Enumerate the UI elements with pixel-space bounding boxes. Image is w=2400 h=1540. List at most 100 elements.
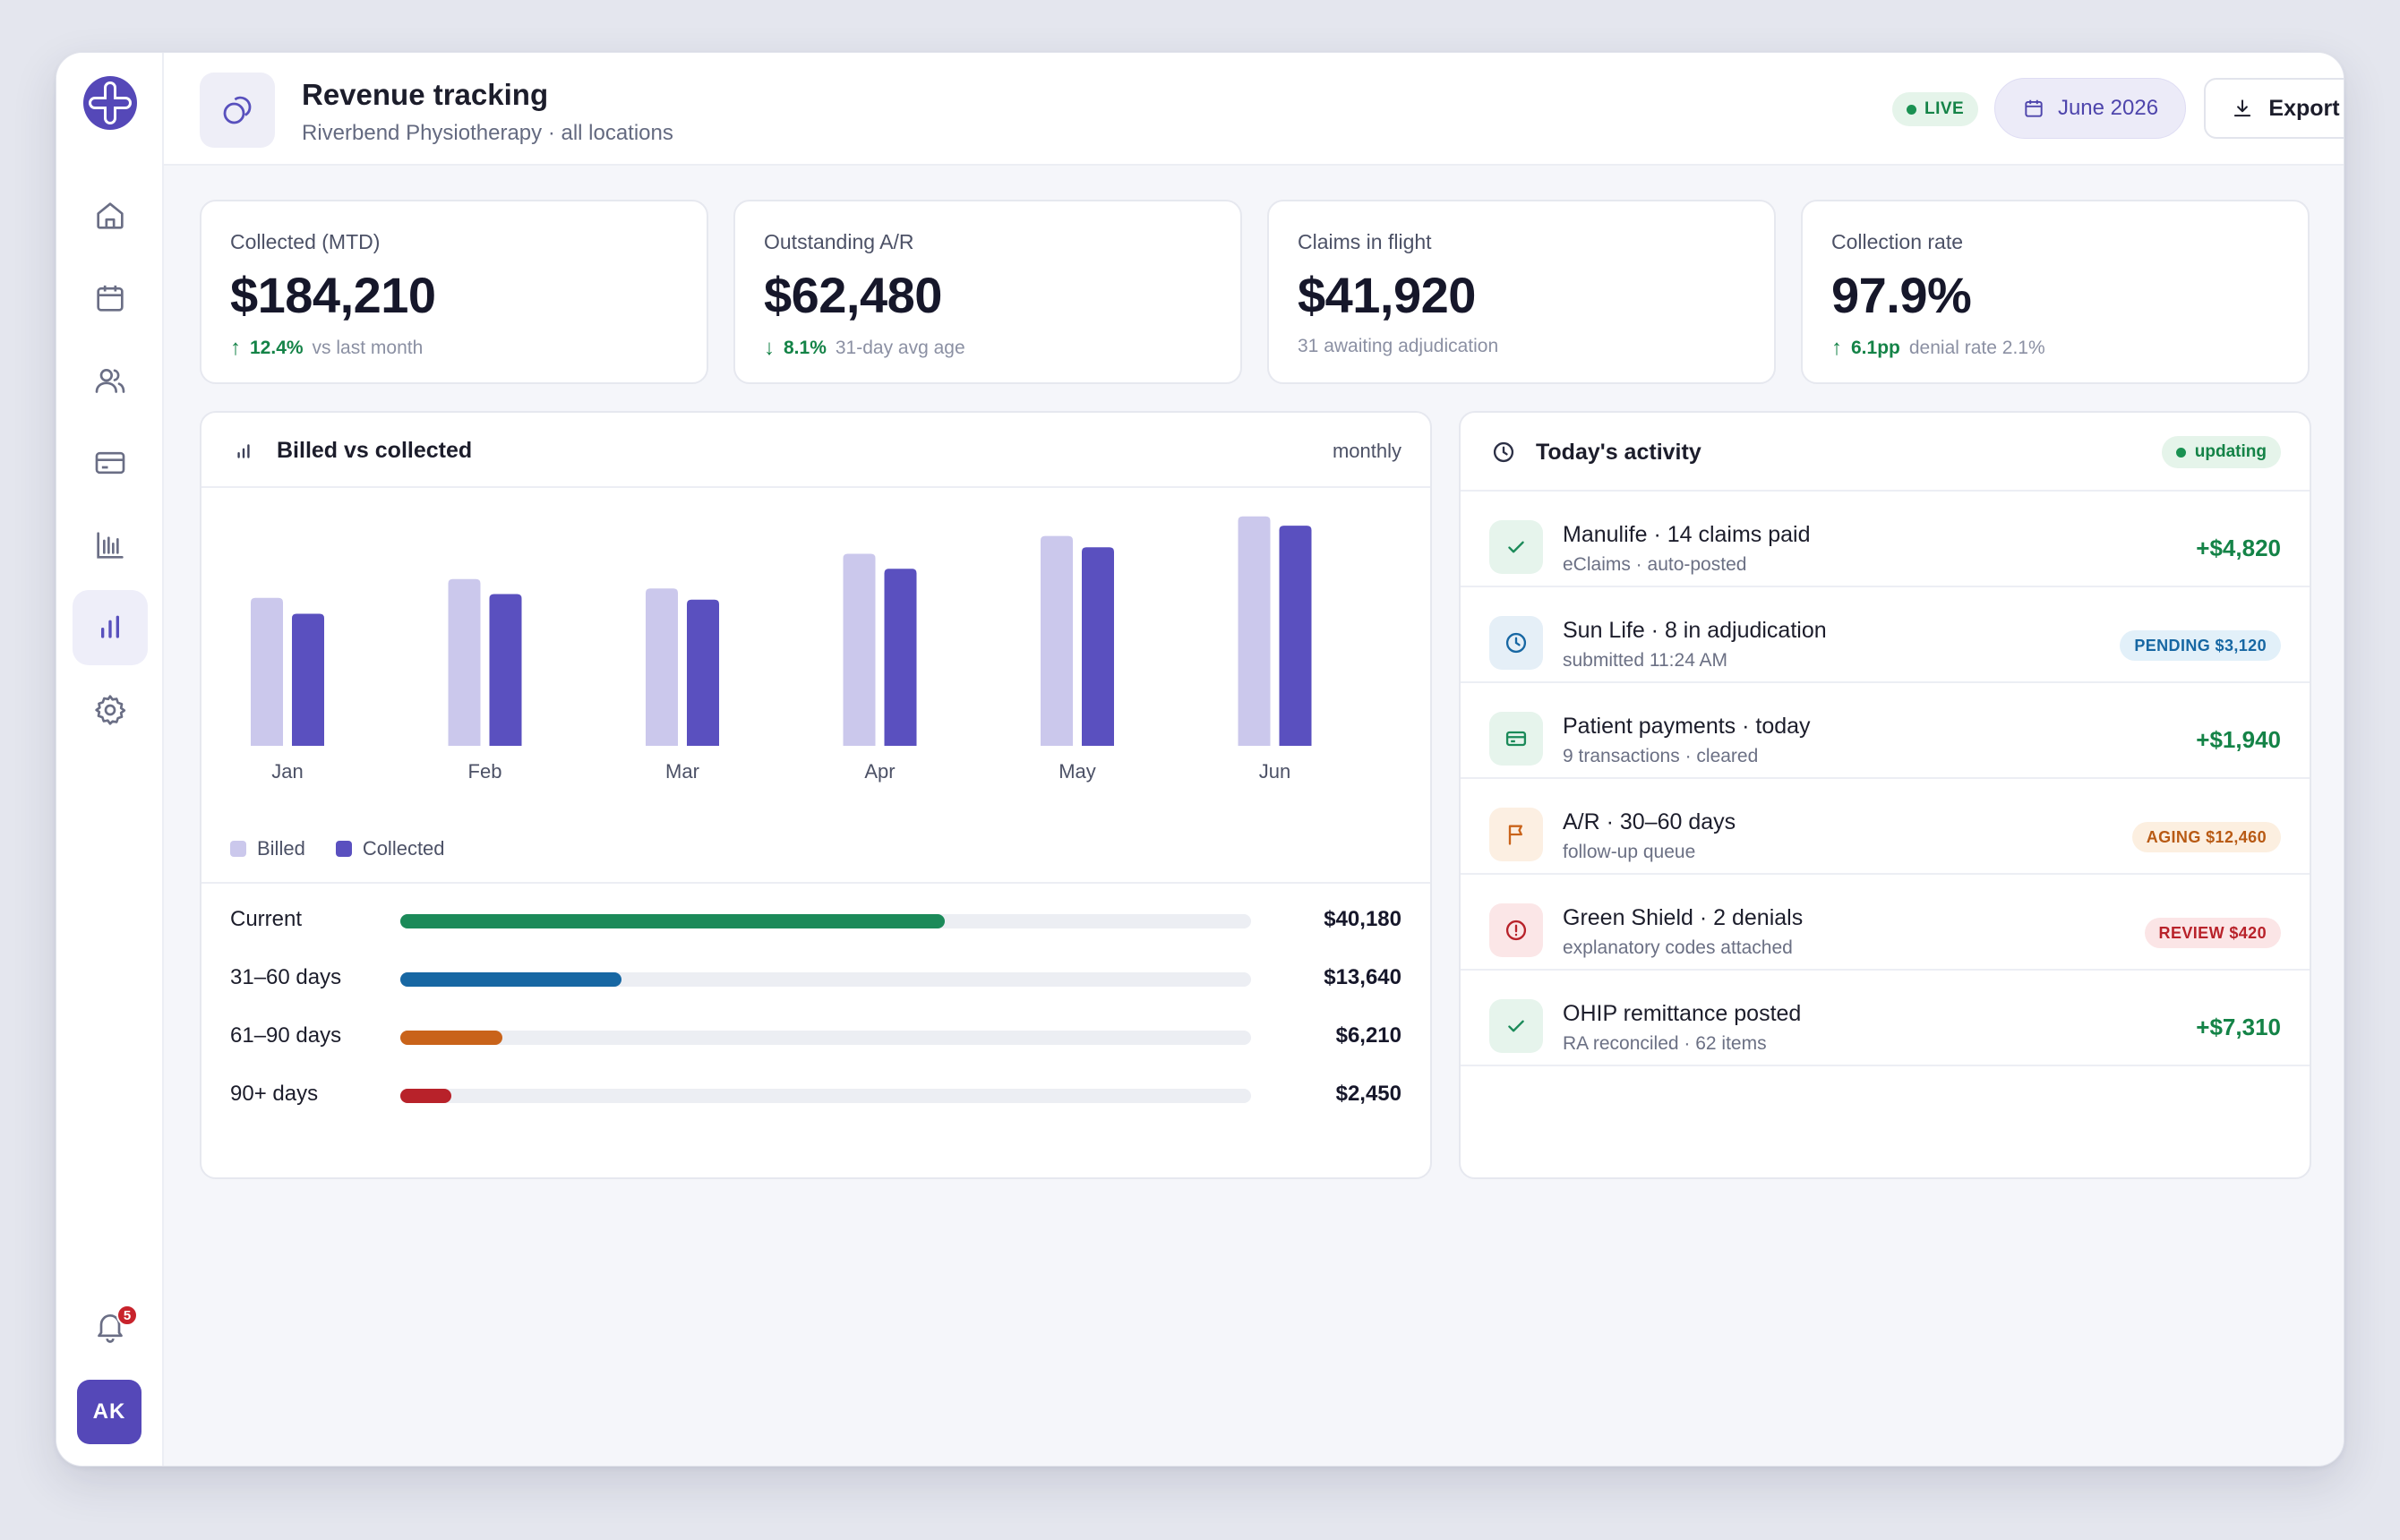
aging-amount: $6,210 <box>1335 1023 1401 1048</box>
check-icon <box>1489 999 1543 1053</box>
clock-icon <box>1493 441 1514 463</box>
date-picker-button[interactable]: June 2026 <box>1994 78 2186 139</box>
user-avatar[interactable]: AK <box>77 1380 141 1444</box>
aging-fill <box>400 1031 502 1045</box>
activity-title: OHIP remittance posted <box>1563 1001 1802 1026</box>
activity-subtitle: RA reconciled · 62 items <box>1563 1033 1767 1054</box>
sidebar-item-patients[interactable] <box>73 343 148 418</box>
aging-label: Current <box>230 907 303 931</box>
page-title: Revenue tracking <box>302 78 549 111</box>
reports-icon <box>97 532 124 559</box>
sidebar-item-reports[interactable] <box>73 508 148 583</box>
aging-track <box>400 972 1251 987</box>
activity-item[interactable]: A/R · 30–60 days follow-up queue AGING $… <box>1461 779 2310 875</box>
aging-track <box>400 1089 1251 1103</box>
kpi-value: $184,210 <box>230 267 436 323</box>
activity-subtitle: eClaims · auto-posted <box>1563 554 1747 575</box>
download-icon <box>2234 99 2251 117</box>
kpi-delta: 8.1% <box>784 338 827 358</box>
bar-billed-apr[interactable] <box>843 553 876 746</box>
activity-item[interactable]: OHIP remittance posted RA reconciled · 6… <box>1461 971 2310 1066</box>
notifications-button[interactable]: 5 <box>83 1299 138 1353</box>
x-tick-label: Jan <box>271 760 303 783</box>
aging-breakdown: Current $40,180 31–60 days $13,640 61–90… <box>201 882 1430 1181</box>
alert-circle-icon <box>1489 903 1543 957</box>
flag-icon <box>1489 808 1543 861</box>
sidebar-item-settings[interactable] <box>73 672 148 748</box>
bar-collected-jun[interactable] <box>1279 526 1312 746</box>
kpi-sub: ↓ 8.1% 31-day avg age <box>764 336 965 361</box>
home-icon <box>97 202 124 229</box>
kpi-label: Outstanding A/R <box>764 230 914 253</box>
chart-legend: Billed Collected <box>230 837 445 860</box>
kpi-card-collection-rate: Collection rate 97.9% ↑ 6.1pp denial rat… <box>1801 200 2310 384</box>
bar-billed-feb[interactable] <box>448 578 481 746</box>
bar-collected-apr[interactable] <box>884 569 917 746</box>
page-subtitle: Riverbend Physiotherapy · all locations <box>302 121 673 145</box>
bar-collected-mar[interactable] <box>687 599 719 746</box>
aging-fill <box>400 914 945 928</box>
bar-collected-feb[interactable] <box>489 594 522 746</box>
legend-item-collected: Collected <box>335 837 445 860</box>
activity-item[interactable]: Green Shield · 2 denials explanatory cod… <box>1461 875 2310 971</box>
activity-item[interactable]: Sun Life · 8 in adjudication submitted 1… <box>1461 587 2310 683</box>
activity-title: Patient payments · today <box>1563 714 1811 739</box>
kpi-note: 31 awaiting adjudication <box>1298 336 1499 356</box>
calendar-icon <box>97 285 124 312</box>
panel-header: Billed vs collected monthly <box>201 413 1430 488</box>
aging-label: 61–90 days <box>230 1023 342 1048</box>
activity-item[interactable]: Manulife · 14 claims paid eClaims · auto… <box>1461 492 2310 587</box>
bar-billed-mar[interactable] <box>646 588 678 746</box>
bar-billed-jun[interactable] <box>1238 516 1271 746</box>
todays-activity-panel: Today's activity updating Manulife · 14 … <box>1459 411 2311 1179</box>
bar-collected-jan[interactable] <box>292 613 324 746</box>
sidebar-item-calendar[interactable] <box>73 261 148 336</box>
activity-item[interactable]: Patient payments · today 9 transactions … <box>1461 683 2310 779</box>
activity-amount: +$1,940 <box>2196 726 2281 753</box>
arrow-up-icon: ↑ <box>1831 336 1842 360</box>
bar-billed-may[interactable] <box>1041 535 1073 746</box>
aging-amount: $2,450 <box>1335 1082 1401 1106</box>
legend-swatch <box>230 841 246 857</box>
export-button[interactable]: Export <box>2204 78 2344 139</box>
app-logo[interactable] <box>81 74 139 132</box>
x-tick-label: May <box>1059 760 1096 783</box>
activity-title: Manulife · 14 claims paid <box>1563 522 1811 547</box>
notification-count-badge: 5 <box>116 1305 138 1326</box>
bar-chart: Jan Feb Mar Apr May Jun <box>251 516 1312 783</box>
sidebar-item-billing[interactable] <box>73 425 148 500</box>
kpi-card-collected: Collected (MTD) $184,210 ↑ 12.4% vs last… <box>200 200 708 384</box>
export-label: Export <box>2268 95 2340 121</box>
kpi-delta: 6.1pp <box>1851 338 1900 358</box>
activity-title: A/R · 30–60 days <box>1563 809 1736 834</box>
activity-subtitle: submitted 11:24 AM <box>1563 650 1728 671</box>
live-badge: LIVE <box>1892 92 1979 126</box>
aging-amount: $40,180 <box>1324 907 1401 931</box>
app-window: 5 AK Revenue tracking Riverbend Physioth… <box>56 52 2344 1467</box>
updating-badge: updating <box>2161 436 2281 468</box>
clock-icon <box>1489 616 1543 670</box>
activity-subtitle: explanatory codes attached <box>1563 937 1793 958</box>
sidebar: 5 AK <box>56 53 164 1466</box>
billed-vs-collected-panel: Billed vs collected monthly Jan Feb Mar Apr… <box>200 411 1432 1179</box>
kpi-card-outstanding: Outstanding A/R $62,480 ↓ 8.1% 31-day av… <box>733 200 1242 384</box>
kpi-sub: 31 awaiting adjudication <box>1298 336 1498 357</box>
live-dot-icon <box>1907 104 1916 115</box>
kpi-sub: ↑ 12.4% vs last month <box>230 336 423 361</box>
panel-title: Today's activity <box>1536 440 1701 465</box>
arrow-up-icon: ↑ <box>230 336 241 360</box>
activity-amount: +$7,310 <box>2196 1014 2281 1040</box>
activity-title: Green Shield · 2 denials <box>1563 905 1804 930</box>
sidebar-item-home[interactable] <box>73 178 148 253</box>
panel-header: Today's activity updating <box>1461 413 2310 492</box>
x-tick-label: Mar <box>665 760 699 783</box>
sidebar-item-revenue[interactable] <box>73 590 148 665</box>
kpi-value: 97.9% <box>1831 267 1972 323</box>
users-icon <box>95 369 125 393</box>
legend-item-billed: Billed <box>230 837 305 860</box>
bar-billed-jan[interactable] <box>251 597 283 746</box>
aging-track <box>400 1031 1251 1045</box>
date-label: June 2026 <box>2057 96 2159 120</box>
period-selector[interactable]: monthly <box>1332 440 1401 462</box>
bar-collected-may[interactable] <box>1082 547 1114 746</box>
